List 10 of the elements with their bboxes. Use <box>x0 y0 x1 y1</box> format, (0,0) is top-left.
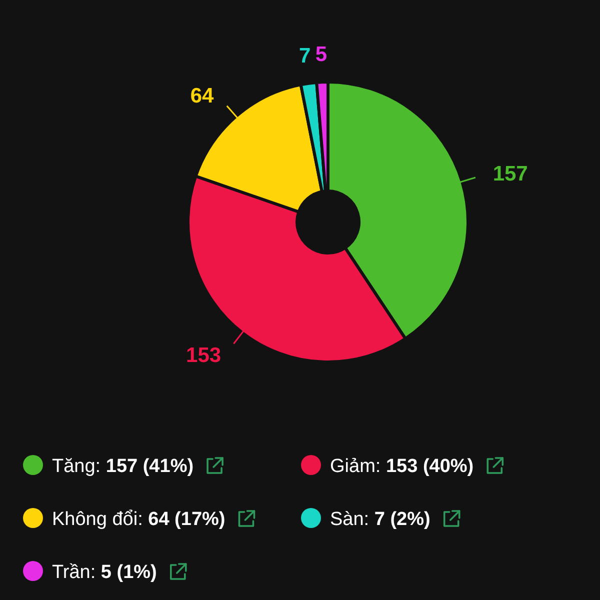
data-label: 157 <box>492 162 528 186</box>
data-label: 7 <box>298 44 311 68</box>
legend-label: Sàn: 7 (2%) <box>330 509 430 530</box>
data-label: 64 <box>190 84 214 108</box>
data-label: 153 <box>186 344 222 367</box>
legend-label: Không đổi: 64 (17%) <box>52 509 226 530</box>
legend-label: Tăng: 157 (41%) <box>52 456 194 477</box>
legend-label: Giảm: 153 (40%) <box>330 456 474 477</box>
data-label: 5 <box>315 43 328 66</box>
legend-label: Trần: 5 (1%) <box>52 562 157 583</box>
